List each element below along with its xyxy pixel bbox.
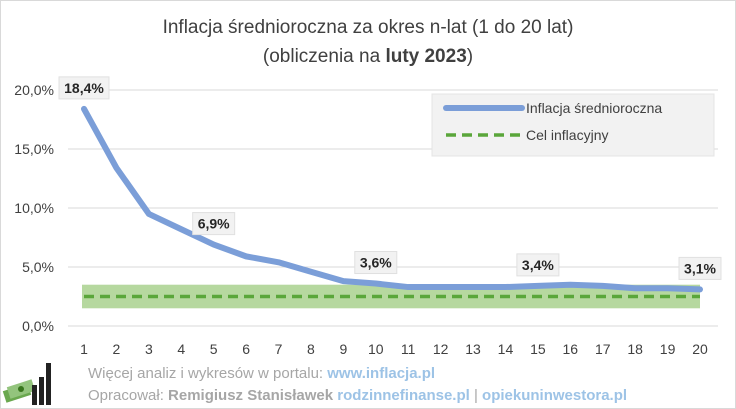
x-tick-label: 1: [80, 341, 88, 357]
legend-label-cel: Cel inflacyjny: [526, 127, 608, 143]
data-label-box: [354, 251, 398, 275]
series-point: [213, 244, 215, 246]
series-lines: [81, 105, 703, 299]
legend: Inflacja średnioroczna Cel inflacyjny: [431, 93, 715, 157]
footer-link-opiekuninwestora[interactable]: opiekuninwestora.pl: [482, 387, 628, 404]
series-point: [504, 286, 506, 288]
x-tick-label: 16: [563, 341, 579, 357]
x-tick-label: 10: [368, 341, 384, 357]
data-label: 3,1%: [684, 260, 716, 276]
chart-title-line2: (obliczenia na luty 2023): [263, 46, 473, 67]
y-axis-tick-labels: 0,0% 5,0% 10,0% 15,0% 20,0%: [14, 82, 54, 334]
data-label-box: [516, 253, 560, 277]
series-point: [634, 287, 636, 289]
series-point: [667, 287, 669, 289]
x-tick-label: 5: [210, 341, 218, 357]
series-point: [310, 271, 312, 273]
legend-label-inflacja: Inflacja średnioroczna: [526, 100, 662, 116]
x-tick-label: 19: [660, 341, 676, 357]
footer-line-portal: Więcej analiz i wykresów w portalu: www.…: [88, 365, 435, 382]
data-label: 18,4%: [64, 80, 104, 96]
money-chart-logo-icon: [2, 363, 51, 405]
x-tick-label: 9: [339, 341, 347, 357]
series-point: [699, 288, 701, 290]
data-label-box: [192, 212, 236, 236]
series-point: [602, 285, 604, 287]
x-tick-label: 17: [595, 341, 611, 357]
series-point: [537, 285, 539, 287]
data-label: 3,6%: [360, 255, 392, 271]
footer-line-author: Opracował: Remigiusz Stanisławek rodzinn…: [88, 387, 627, 404]
y-tick-label: 5,0%: [22, 259, 54, 275]
y-tick-label: 20,0%: [14, 82, 54, 98]
x-tick-label: 11: [401, 341, 416, 357]
series-point: [375, 283, 377, 285]
footer-link-rodzinnefinanse[interactable]: rodzinnefinanse.pl: [337, 387, 470, 404]
x-tick-label: 15: [530, 341, 546, 357]
x-axis-tick-labels: 1 2 3 4 5 6 7 8 9 10 11 12 13 14 15 16 17 18 19 20: [80, 341, 708, 357]
legend-box: [431, 93, 715, 157]
data-label: 3,4%: [522, 257, 554, 273]
x-tick-label: 3: [145, 341, 153, 357]
footer-author-prefix: Opracował:: [88, 387, 169, 404]
y-tick-label: 15,0%: [14, 141, 54, 157]
data-label: 6,9%: [198, 216, 230, 232]
y-tick-label: 0,0%: [22, 318, 54, 334]
x-tick-label: 12: [433, 341, 449, 357]
chart-title-line2-prefix: (obliczenia na: [263, 46, 386, 67]
chart-title-line1: Inflacja średnioroczna za okres n-lat (1…: [163, 17, 574, 38]
chart-title-line2-suffix: ): [467, 46, 473, 67]
footer-portal-text: Więcej analiz i wykresów w portalu:: [88, 365, 328, 382]
series-point: [407, 286, 409, 288]
series-line-inflacja-sredniroczna: [81, 105, 703, 293]
footer: Więcej analiz i wykresów w portalu: www.…: [0, 357, 736, 409]
chart-title-line2-bold: luty 2023: [385, 46, 466, 67]
series-point: [472, 286, 474, 288]
footer-link-inflacja[interactable]: www.inflacja.pl: [327, 365, 436, 382]
x-tick-label: 20: [692, 341, 708, 357]
x-tick-label: 14: [498, 341, 514, 357]
x-tick-label: 13: [465, 341, 481, 357]
series-point: [440, 286, 442, 288]
series-point: [278, 261, 280, 263]
y-tick-label: 10,0%: [14, 200, 54, 216]
series-point: [148, 213, 150, 215]
series-point: [245, 255, 247, 257]
data-labels: 18,4% 6,9% 3,6% 3,4% 3,1%: [58, 76, 722, 280]
series-point: [342, 280, 344, 282]
data-label-box: [678, 256, 722, 280]
x-tick-label: 8: [307, 341, 315, 357]
x-tick-label: 4: [177, 341, 185, 357]
x-tick-label: 6: [242, 341, 250, 357]
series-point: [569, 284, 571, 286]
x-tick-label: 2: [113, 341, 121, 357]
x-tick-label: 7: [275, 341, 283, 357]
x-tick-label: 18: [627, 341, 643, 357]
footer-separator: |: [469, 387, 483, 404]
footer-author-name: Remigiusz Stanisławek: [168, 387, 334, 404]
data-label-box: [58, 76, 110, 100]
series-point: [115, 167, 117, 169]
series-point: [180, 228, 182, 230]
series-point: [83, 108, 85, 110]
